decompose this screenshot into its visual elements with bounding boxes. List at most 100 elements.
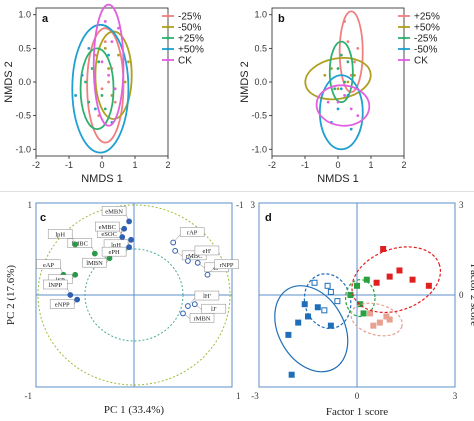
score-point — [363, 276, 370, 283]
x-tick-label: 2 — [401, 160, 406, 170]
data-point — [110, 40, 114, 44]
data-point — [107, 73, 110, 77]
group-ellipse — [274, 285, 349, 373]
score-point — [396, 267, 403, 274]
x-tick-label: -2 — [32, 160, 40, 170]
score-point — [367, 310, 374, 317]
score-point — [285, 331, 292, 338]
score-point — [360, 310, 367, 317]
x-tick-label: -1 — [301, 160, 309, 170]
y-axis-title: NMDS 2 — [239, 61, 251, 103]
variable-label-box — [101, 246, 127, 257]
variable-label-box — [181, 250, 207, 261]
corner-label-bottom-left: -1 — [25, 391, 33, 401]
data-point — [100, 60, 104, 64]
y-tick-label: -0.5 — [15, 111, 31, 121]
data-point — [343, 94, 346, 97]
factor-score-chart: 3 -3 3 3 0 0 d Factor 1 score Factor 2 score — [251, 200, 474, 418]
data-point — [123, 80, 127, 84]
score-point — [380, 246, 387, 252]
variable-point — [74, 296, 81, 303]
data-point — [103, 40, 107, 44]
score-point — [295, 319, 302, 326]
nmds-panel-a: -2 -1 0 1 2 -1.0 -0.5 0.0 0.5 1.0 NMDS 1 NMDS 2 a -25… — [2, 0, 238, 190]
variable-label: ePH — [108, 249, 120, 256]
variable-label: eH' — [203, 248, 212, 255]
variable-point — [106, 255, 113, 262]
panel-letter: c — [40, 212, 46, 224]
legend-marker — [166, 36, 170, 40]
data-point — [80, 73, 84, 77]
legend-label: -50% — [178, 23, 201, 34]
y-axis-title: NMDS 2 — [3, 61, 15, 103]
data-point — [356, 46, 360, 50]
data-point — [100, 94, 104, 97]
variable-point — [185, 303, 191, 309]
variable-label-box — [214, 259, 239, 270]
confidence-ellipse — [71, 23, 130, 154]
score-point — [409, 276, 416, 283]
nmds-chart-b: -2 -1 0 1 2 -1.0 -0.5 0.0 0.5 1.0 NMDS 1 NMDS 2 b +25… — [239, 7, 440, 185]
data-point — [349, 127, 353, 131]
confidence-ellipse — [315, 84, 371, 127]
corner-label-bottom-right: 3 — [453, 391, 458, 401]
data-point — [346, 40, 350, 44]
variable-label: rMBN — [194, 315, 211, 322]
variable-point — [172, 247, 179, 254]
variable-label-box — [47, 229, 73, 239]
variable-label: eAP — [43, 262, 55, 269]
confidence-ellipse — [318, 74, 364, 151]
score-point — [354, 282, 360, 289]
panel-letter: a — [42, 13, 49, 25]
variable-label: eNPP — [55, 302, 70, 309]
x-axis-title: PC 1 (33.4%) — [104, 404, 165, 416]
score-point — [376, 319, 383, 326]
variable-label-box — [43, 279, 68, 290]
data-point — [336, 107, 340, 111]
score-point — [373, 279, 380, 286]
x-tick-label: 0 — [99, 160, 104, 170]
data-point — [326, 100, 330, 104]
variable-point — [91, 250, 98, 257]
variable-point — [67, 292, 74, 298]
y-tick-label: 0.5 — [254, 43, 267, 53]
data-point — [107, 80, 110, 84]
variable-label-box — [36, 259, 61, 270]
nmds-panel-b: -2 -1 0 1 2 -1.0 -0.5 0.0 0.5 1.0 NMDS 1 NMDS 2 b +25… — [238, 0, 474, 190]
variable-label: lJ' — [211, 306, 217, 313]
confidence-ellipse — [92, 3, 125, 127]
legend-marker — [402, 47, 406, 51]
y-tick-label: -0.5 — [251, 111, 267, 121]
data-point — [113, 100, 117, 104]
y-tick-label: -1.0 — [251, 144, 267, 154]
score-point — [383, 313, 390, 320]
variable-label: rAP — [187, 230, 198, 237]
variable-label: eMBN — [105, 208, 123, 215]
variable-label-box — [101, 206, 127, 216]
variable-point — [194, 259, 201, 266]
data-point — [103, 20, 107, 23]
variable-label: eSOC — [101, 231, 117, 238]
nmds-chart-a: -2 -1 0 1 2 -1.0 -0.5 0.0 0.5 1.0 NMDS 1 NMDS 2 a -25… — [3, 3, 204, 185]
data-point — [353, 60, 356, 64]
legend-label: -25% — [414, 34, 437, 45]
data-point — [113, 87, 117, 91]
plot-frame — [271, 7, 405, 157]
legend-label: -50% — [414, 45, 437, 56]
variable-label-box — [194, 290, 220, 301]
variable-point — [72, 241, 79, 248]
variable-label-box — [94, 221, 120, 232]
x-tick-label: 0 — [335, 160, 340, 170]
variable-label: lH' — [203, 293, 211, 300]
legend-marker — [166, 58, 170, 62]
data-point — [87, 100, 91, 104]
legend-marker — [166, 25, 170, 29]
variable-label-box — [179, 227, 205, 237]
score-point — [311, 279, 318, 286]
y-tick-label: 0.0 — [254, 77, 267, 87]
score-point — [334, 298, 341, 305]
data-point — [87, 46, 91, 50]
plot-frame — [35, 7, 169, 157]
variable-label-box — [189, 313, 215, 323]
variable-label: eMBC — [99, 224, 116, 231]
